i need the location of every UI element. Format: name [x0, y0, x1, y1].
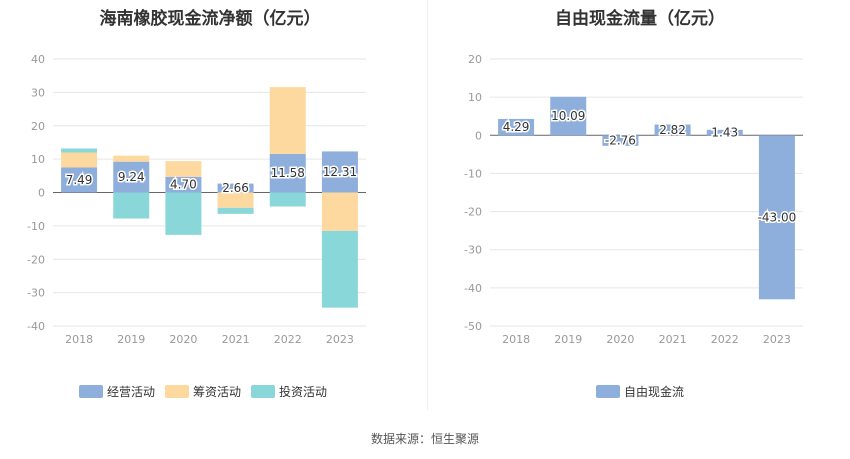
legend-swatch	[165, 385, 189, 398]
bar	[217, 183, 254, 193]
y-tick-label: -10	[464, 167, 482, 180]
x-tick-label: 2022	[274, 333, 302, 346]
y-tick-label: -30	[27, 287, 45, 300]
x-tick-label: 2022	[711, 333, 739, 346]
bar	[113, 155, 150, 162]
legend-label: 筹资活动	[193, 385, 241, 399]
data-label: 7.49	[66, 173, 93, 187]
bar	[654, 124, 691, 136]
bar	[61, 167, 98, 193]
bar	[113, 192, 150, 219]
bar	[61, 152, 98, 168]
free-cashflow-chart: 20 10 0 -10 -20 -30 -40 -50 2018 2019 2020 2021 2022…	[464, 53, 803, 399]
bar	[61, 148, 98, 153]
y-tick-label: -30	[464, 244, 482, 257]
x-tick-label: 2023	[763, 333, 791, 346]
x-tick-label: 2020	[606, 333, 634, 346]
bar	[269, 153, 306, 193]
legend-swatch	[251, 385, 275, 398]
data-label: 2.66	[222, 181, 249, 195]
legend-label: 经营活动	[107, 385, 155, 399]
data-label: 9.24	[118, 170, 145, 184]
bar	[269, 192, 306, 207]
y-tick-label: 10	[468, 91, 482, 104]
data-label: 2.82	[659, 123, 686, 137]
bar	[269, 87, 306, 154]
data-label: 11.58	[271, 166, 305, 180]
bar	[165, 176, 202, 193]
data-label: 12.31	[323, 165, 357, 179]
bar	[706, 129, 743, 136]
data-label: 4.70	[170, 178, 197, 192]
bar	[498, 118, 535, 136]
x-tick-label: 2019	[117, 333, 145, 346]
bar	[217, 192, 254, 208]
y-tick-label: 10	[31, 153, 45, 166]
data-label: 10.09	[551, 109, 585, 123]
y-tick-label: -20	[464, 206, 482, 219]
bar	[321, 151, 358, 193]
left-chart-title: 海南橡胶现金流净额（亿元）	[99, 9, 321, 29]
data-label: 1.43	[711, 126, 738, 140]
y-tick-label: 20	[31, 120, 45, 133]
x-tick-label: 2021	[659, 333, 687, 346]
legend-label: 投资活动	[279, 384, 327, 399]
y-tick-label: -20	[27, 253, 45, 266]
bar	[602, 135, 639, 146]
right-chart-title: 自由现金流量（亿元）	[555, 9, 725, 29]
bar	[758, 135, 795, 300]
bar	[217, 207, 254, 214]
data-label: -43.00	[758, 210, 797, 224]
x-tick-label: 2018	[502, 333, 530, 346]
data-source: 数据来源：恒生聚源	[370, 432, 479, 446]
y-tick-label: -40	[464, 282, 482, 295]
x-tick-label: 2021	[222, 333, 250, 346]
y-tick-label: -40	[27, 320, 45, 333]
bar	[165, 161, 202, 177]
panel-divider	[427, 0, 428, 410]
bar	[550, 96, 587, 136]
x-tick-label: 2023	[326, 333, 354, 346]
bar	[113, 161, 150, 193]
cashflow-net-chart: 40 30 20 10 0 -10 -20 -30 -40 2018 2019 2020 2021 202…	[27, 53, 366, 399]
x-tick-label: 2018	[65, 333, 93, 346]
legend-label: 自由现金流	[624, 384, 684, 399]
y-tick-label: 40	[31, 53, 45, 66]
y-tick-label: 30	[31, 86, 45, 99]
y-tick-label: -50	[464, 320, 482, 333]
x-tick-label: 2019	[554, 333, 582, 346]
x-tick-label: 2020	[169, 333, 197, 346]
data-label: -2.76	[605, 134, 636, 148]
bar	[321, 192, 358, 231]
y-tick-label: 20	[468, 53, 482, 66]
y-tick-label: 0	[475, 129, 482, 142]
bar	[165, 192, 202, 235]
y-tick-label: -10	[27, 220, 45, 233]
bar	[321, 230, 358, 308]
y-tick-label: 0	[38, 187, 45, 200]
legend-swatch	[596, 385, 620, 398]
data-label: 4.29	[503, 120, 530, 134]
legend-swatch	[79, 385, 103, 398]
